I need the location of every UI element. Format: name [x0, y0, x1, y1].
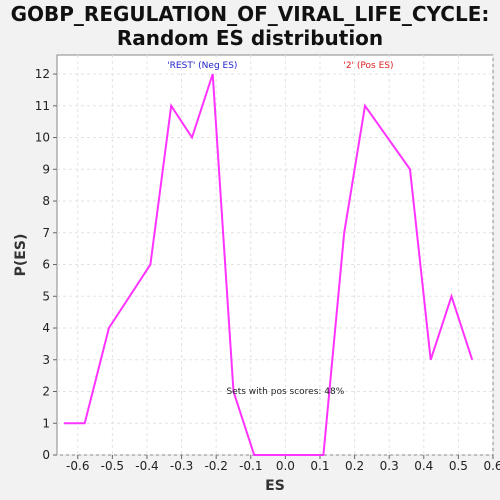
- x-tick-label: 0.6: [483, 459, 500, 473]
- y-tick-label: 7: [42, 226, 50, 240]
- y-tick-label: 11: [35, 99, 50, 113]
- x-tick-label: -0.1: [239, 459, 262, 473]
- x-tick-label: 0.2: [345, 459, 364, 473]
- x-tick-label: -0.6: [66, 459, 89, 473]
- x-tick-label: 0.3: [380, 459, 399, 473]
- x-tick-label: -0.5: [101, 459, 124, 473]
- x-tick-label: 0.5: [449, 459, 468, 473]
- x-tick-label: -0.4: [135, 459, 158, 473]
- x-tick-label: 0.4: [414, 459, 433, 473]
- y-tick-label: 3: [42, 353, 50, 367]
- x-tick-label: -0.3: [170, 459, 193, 473]
- y-tick-label: 4: [42, 321, 50, 335]
- y-tick-label: 12: [35, 67, 50, 81]
- y-tick-label: 1: [42, 416, 50, 430]
- y-tick-label: 2: [42, 385, 50, 399]
- pos-es-label: '2' (Pos ES): [343, 61, 393, 71]
- y-tick-label: 0: [42, 448, 50, 462]
- pos-scores-label: Sets with pos scores: 48%: [226, 387, 344, 397]
- x-tick-label: 0.0: [276, 459, 295, 473]
- y-tick-label: 5: [42, 289, 50, 303]
- y-tick-label: 8: [42, 194, 50, 208]
- y-tick-label: 6: [42, 258, 50, 272]
- x-axis-label: ES: [265, 478, 285, 494]
- x-tick-label: 0.1: [310, 459, 329, 473]
- y-axis-label: P(ES): [13, 234, 29, 277]
- y-tick-label: 9: [42, 162, 50, 176]
- y-tick-label: 10: [35, 131, 50, 145]
- x-tick-label: -0.2: [204, 459, 227, 473]
- neg-es-label: 'REST' (Neg ES): [167, 61, 237, 71]
